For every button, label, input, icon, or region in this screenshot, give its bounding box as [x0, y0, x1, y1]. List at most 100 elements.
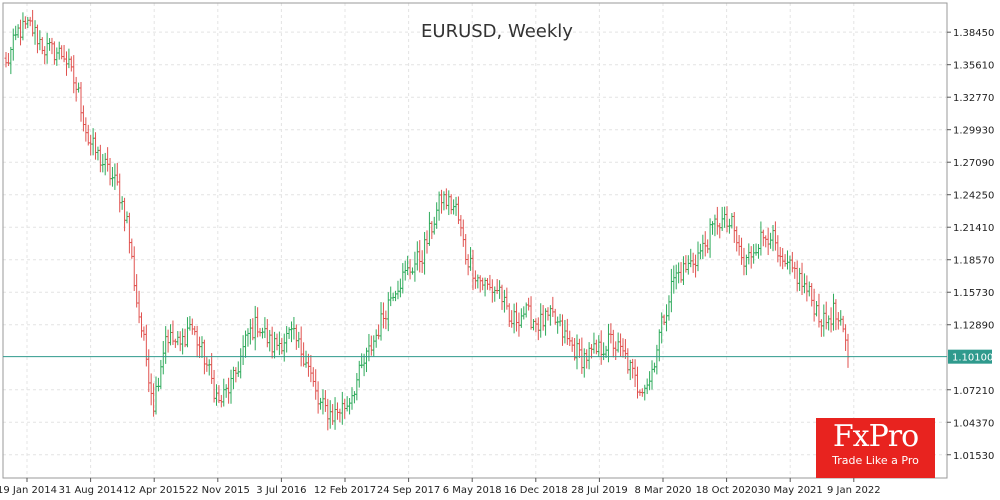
- ohlc-bar: [173, 338, 177, 348]
- ohlc-bar: [55, 47, 59, 66]
- ohlc-bar: [715, 206, 719, 235]
- ohlc-bar: [137, 290, 141, 324]
- ohlc-bar: [323, 390, 327, 412]
- ohlc-bar: [401, 263, 405, 294]
- ohlc-bar: [396, 280, 400, 300]
- ohlc-bar: [369, 335, 373, 356]
- ohlc-bar: [72, 55, 76, 94]
- ohlc-bar: [459, 215, 463, 237]
- ohlc-bar: [747, 243, 751, 265]
- ohlc-bar: [84, 117, 88, 142]
- ohlc-bar: [212, 369, 216, 403]
- plot-area-border: [2, 2, 948, 479]
- ohlc-bar: [636, 366, 639, 399]
- ohlc-bar: [190, 318, 194, 335]
- ohlc-bar: [650, 360, 654, 390]
- ohlc-bar: [251, 318, 255, 341]
- fxpro-logo: FxPro Trade Like a Pro: [816, 418, 935, 478]
- current-price-label: 1.10100: [952, 353, 993, 364]
- ohlc-bar: [222, 378, 226, 407]
- ohlc-bar: [652, 362, 656, 373]
- ohlc-bar: [495, 278, 499, 294]
- ohlc-bar: [406, 255, 410, 276]
- ohlc-bar: [14, 25, 18, 41]
- ohlc-bar: [541, 305, 545, 331]
- ohlc-bar: [161, 341, 165, 375]
- x-tick-label: 12 Apr 2015: [123, 485, 185, 496]
- chart-axes: [2, 2, 948, 479]
- ohlc-bar: [766, 227, 770, 256]
- fxpro-logo-tagline: Trade Like a Pro: [832, 454, 919, 467]
- ohlc-bar: [805, 275, 809, 302]
- ohlc-bar: [193, 325, 197, 336]
- ohlc-bar: [309, 355, 313, 383]
- ohlc-bar: [575, 334, 579, 370]
- ohlc-bar: [386, 292, 390, 332]
- ohlc-bar: [268, 329, 272, 352]
- ohlc-bar: [839, 310, 843, 326]
- ohlc-bar: [488, 274, 492, 291]
- ohlc-bar: [118, 173, 122, 213]
- y-tick-label: 1.18570: [953, 256, 994, 267]
- ohlc-bar: [89, 134, 93, 156]
- ohlc-bar: [142, 326, 146, 341]
- ohlc-bar: [684, 255, 688, 273]
- ohlc-bar: [321, 389, 325, 415]
- x-tick-label: 12 Feb 2017: [314, 485, 376, 496]
- ohlc-bar: [178, 331, 182, 352]
- ohlc-bar: [379, 302, 383, 341]
- ohlc-bar: [91, 128, 95, 156]
- ohlc-bar: [844, 324, 848, 351]
- ohlc-bar: [539, 303, 543, 338]
- ohlc-bar: [773, 221, 777, 251]
- ohlc-bar: [234, 367, 238, 383]
- ohlc-bar: [681, 256, 685, 286]
- ohlc-bar: [667, 295, 671, 321]
- ohlc-bar: [423, 231, 427, 275]
- ohlc-bar: [643, 384, 647, 401]
- ohlc-bar: [246, 328, 250, 347]
- ohlc-bar: [62, 44, 66, 63]
- ohlc-bar: [655, 344, 659, 375]
- y-tick-label: 1.27090: [953, 158, 994, 169]
- ohlc-bar: [106, 147, 110, 172]
- chart-title: EURUSD, Weekly: [421, 21, 573, 42]
- ohlc-bar: [493, 286, 497, 302]
- ohlc-bar: [444, 188, 448, 210]
- ohlc-bar: [754, 243, 758, 256]
- ohlc-bar: [427, 211, 431, 246]
- ohlc-bar: [67, 48, 71, 69]
- ohlc-bar: [621, 338, 625, 358]
- y-tick-label: 1.35610: [953, 61, 994, 72]
- ohlc-bar: [665, 304, 669, 332]
- fxpro-logo-wordmark: FxPro: [832, 419, 919, 454]
- ohlc-bar: [817, 293, 821, 328]
- ohlc-bar: [413, 251, 417, 282]
- ohlc-bar: [98, 144, 102, 173]
- ohlc-bar: [546, 307, 550, 321]
- y-tick-label: 1.38450: [953, 28, 994, 39]
- ohlc-bar: [592, 332, 596, 354]
- ohlc-bar: [176, 331, 180, 346]
- y-axis-ticks: 1.38450 1.35610 1.32770 1.29930 1.27090 1.242…: [947, 28, 994, 462]
- ohlc-bar: [81, 105, 85, 132]
- ohlc-bar: [633, 359, 637, 388]
- ohlc-bar: [113, 163, 117, 190]
- ohlc-bar: [372, 335, 376, 357]
- ohlc-bar: [430, 221, 434, 240]
- x-tick-label: 18 Oct 2020: [696, 485, 758, 496]
- ohlc-bar: [69, 56, 73, 72]
- price-bars: [4, 9, 850, 431]
- ohlc-bar: [280, 337, 284, 355]
- ohlc-bar: [418, 240, 422, 273]
- ohlc-bar: [236, 361, 240, 377]
- ohlc-bar: [752, 244, 756, 264]
- ohlc-bar: [338, 408, 342, 423]
- ohlc-bar: [326, 398, 330, 431]
- ohlc-bar: [507, 303, 511, 327]
- ohlc-bar: [846, 333, 850, 368]
- ohlc-bar: [623, 339, 627, 359]
- ohlc-bar: [125, 211, 129, 224]
- ohlc-bar: [790, 251, 794, 273]
- ohlc-bar: [585, 349, 589, 369]
